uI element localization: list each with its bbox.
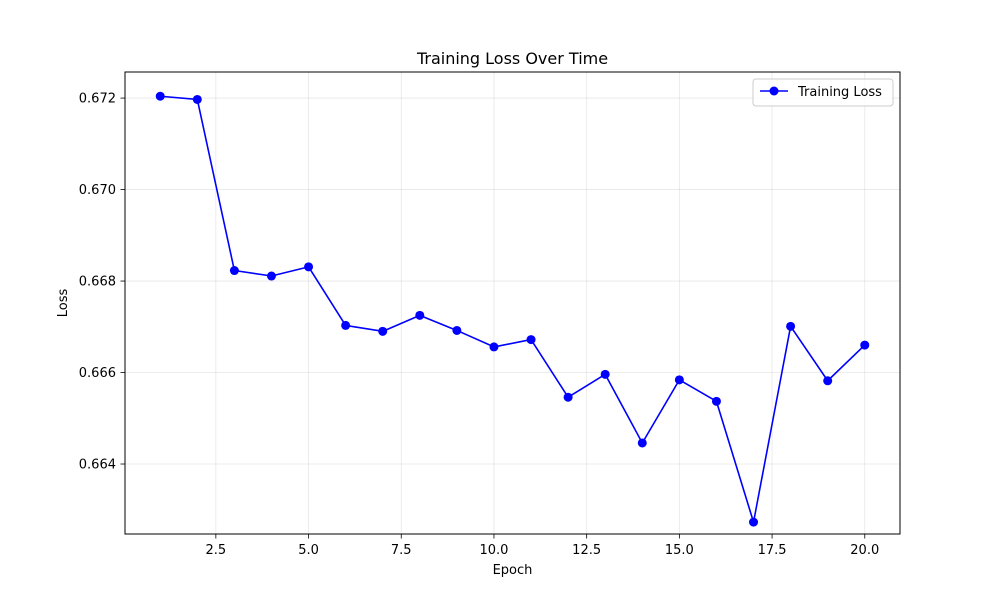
data-point: [563, 392, 573, 402]
data-point: [229, 266, 239, 276]
x-axis-title: Epoch: [493, 563, 533, 578]
data-point: [341, 320, 351, 330]
y-tick-label: 0.672: [79, 92, 116, 107]
data-point: [674, 375, 684, 385]
y-tick-label: 0.670: [79, 183, 116, 198]
legend-box: [752, 78, 894, 107]
data-point: [304, 262, 314, 272]
data-point: [266, 271, 276, 281]
x-tick-label: 10.0: [479, 543, 508, 558]
x-tick-label: 20.0: [850, 543, 879, 558]
x-tick-label: 5.0: [298, 543, 319, 558]
y-tick-label: 0.668: [79, 275, 116, 290]
grid-lines: [125, 72, 900, 534]
legend-label-training-loss: Training Loss: [797, 85, 882, 100]
y-tick-label: 0.664: [79, 458, 116, 473]
x-tick-label: 15.0: [665, 543, 694, 558]
y-tick-label: 0.666: [79, 366, 116, 381]
legend-marker: [769, 86, 779, 96]
x-axis-ticks: 2.5 5.0 7.5 10.0 12.5 15.0 17.5 20.0: [206, 534, 879, 558]
data-point: [192, 94, 202, 104]
series-layer: [155, 91, 870, 527]
data-point: [860, 340, 870, 350]
series-line-training-loss: [160, 95, 866, 523]
data-point: [600, 369, 610, 379]
data-point: [155, 91, 165, 101]
data-point: [823, 376, 833, 386]
y-axis-ticks: 0.664 0.666 0.668 0.670 0.672: [79, 92, 125, 473]
data-point: [489, 342, 499, 352]
data-point: [786, 321, 796, 331]
data-point: [415, 310, 425, 320]
plot-area-frame: [124, 71, 901, 535]
y-axis-title: Loss: [56, 289, 71, 318]
x-tick-label: 17.5: [758, 543, 787, 558]
legend: Training Loss: [752, 78, 894, 107]
data-point: [452, 325, 462, 335]
data-point: [749, 517, 759, 527]
x-tick-label: 2.5: [206, 543, 227, 558]
chart-title: Training Loss Over Time: [416, 49, 608, 68]
x-tick-label: 7.5: [391, 543, 412, 558]
x-tick-label: 12.5: [572, 543, 601, 558]
data-point: [711, 396, 721, 406]
data-point: [637, 438, 647, 448]
data-point: [378, 326, 388, 336]
data-point: [526, 335, 536, 345]
